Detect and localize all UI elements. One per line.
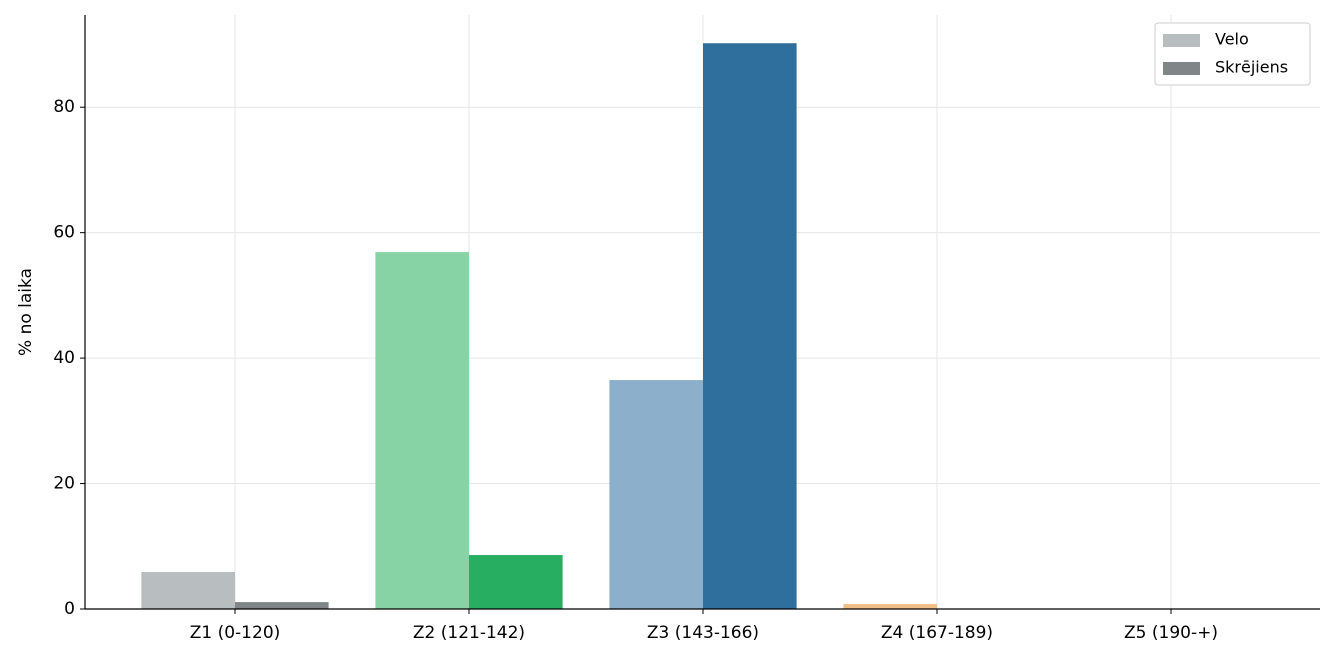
- legend-label: Skrējiens: [1215, 58, 1288, 77]
- bar: [141, 571, 235, 609]
- legend-label: Velo: [1215, 30, 1249, 49]
- legend-swatch: [1163, 34, 1200, 47]
- y-axis-label: % no laika: [16, 268, 36, 356]
- bar: [469, 555, 563, 609]
- legend-swatch: [1163, 62, 1200, 75]
- bar: [235, 602, 329, 609]
- bar: [703, 43, 797, 610]
- y-tick-label: 0: [64, 599, 75, 619]
- x-tick-label: Z3 (143-166): [647, 623, 759, 643]
- bar: [609, 380, 703, 609]
- y-tick-label: 60: [53, 223, 75, 243]
- x-tick-label: Z1 (0-120): [190, 623, 281, 643]
- x-tick-label: Z5 (190-+): [1124, 623, 1218, 643]
- x-tick-label: Z4 (167-189): [881, 623, 993, 643]
- y-tick-label: 40: [53, 348, 75, 368]
- bar: [843, 603, 937, 609]
- y-tick-label: 80: [53, 97, 75, 117]
- x-tick-label: Z2 (121-142): [413, 623, 525, 643]
- bar: [375, 252, 469, 609]
- y-tick-label: 20: [53, 474, 75, 494]
